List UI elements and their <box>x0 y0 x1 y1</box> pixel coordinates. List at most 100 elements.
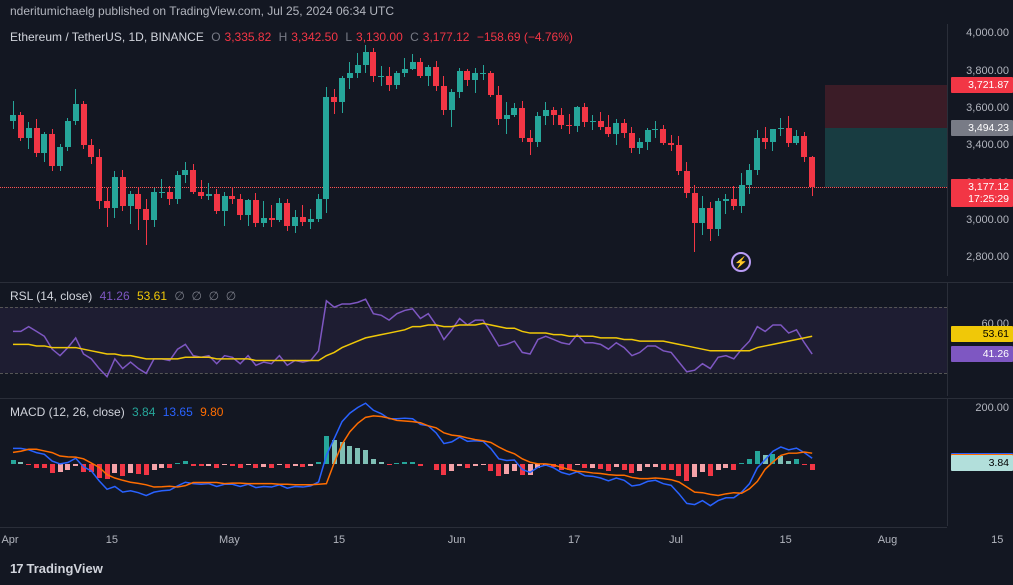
ohlc-low: 3,130.00 <box>356 30 403 44</box>
macd-hist-bar <box>528 464 533 474</box>
macd-hist-bar <box>371 459 376 465</box>
macd-hist-bar <box>653 464 658 466</box>
price-tick: 2,800.00 <box>966 251 1009 263</box>
macd-legend: MACD (12, 26, close) 3.84 13.65 9.80 <box>10 405 227 419</box>
macd-hist-bar <box>269 464 274 467</box>
price-tick: 3,800.00 <box>966 65 1009 77</box>
price-tick: 3,600.00 <box>966 102 1009 114</box>
macd-hist-bar <box>559 464 564 469</box>
macd-hist-bar <box>355 448 360 464</box>
main-legend: Ethereum / TetherUS, 1D, BINANCE O3,335.… <box>10 30 577 44</box>
macd-hist-bar <box>504 464 509 474</box>
rsi-pane[interactable]: RSL (14, close) 41.26 53.61 ∅ ∅ ∅ ∅ 60.0… <box>0 282 1013 396</box>
macd-hist-bar <box>575 464 580 465</box>
macd-hist-bar <box>700 464 705 472</box>
macd-hist-bar <box>105 464 110 479</box>
macd-hist-bar <box>786 461 791 464</box>
time-tick: 15 <box>333 534 345 546</box>
price-tag: 3,494.23 <box>951 120 1013 136</box>
macd-hist-bar <box>645 464 650 467</box>
macd-hist-bar <box>214 464 219 468</box>
macd-hist-bar <box>606 464 611 470</box>
lightning-icon[interactable]: ⚡ <box>731 252 751 272</box>
macd-hist-bar <box>567 464 572 469</box>
time-tick: May <box>219 534 240 546</box>
time-tick: Aug <box>878 534 898 546</box>
macd-hist-bar <box>89 464 94 472</box>
macd-hist-bar <box>629 464 634 473</box>
macd-body[interactable]: MACD (12, 26, close) 3.84 13.65 9.80 <box>0 399 947 526</box>
macd-hist-bar <box>387 464 392 465</box>
macd-hist-bar <box>293 464 298 466</box>
macd-hist-bar <box>622 464 627 469</box>
macd-line-val: 13.65 <box>163 405 193 419</box>
ohlc-high: 3,342.50 <box>291 30 338 44</box>
macd-hist-bar <box>230 464 235 465</box>
time-tick: 15 <box>106 534 118 546</box>
macd-hist-bar <box>65 464 70 470</box>
macd-hist-bar <box>332 440 337 464</box>
symbol-title: Ethereum / TetherUS, 1D, BINANCE <box>10 30 204 44</box>
price-tick: 3,400.00 <box>966 139 1009 151</box>
time-tick: Jul <box>669 534 683 546</box>
rsi-val-yellow: 53.61 <box>137 289 167 303</box>
macd-hist-bar <box>253 464 258 468</box>
macd-hist-bar <box>520 464 525 475</box>
rsi-axis[interactable]: 60.0053.6141.26 <box>947 283 1013 396</box>
macd-hist-bar <box>441 464 446 475</box>
macd-hist-bar <box>512 464 517 470</box>
macd-hist-bar <box>457 464 462 465</box>
red-zone <box>825 85 947 127</box>
macd-pane[interactable]: MACD (12, 26, close) 3.84 13.65 9.80 200… <box>0 398 1013 526</box>
main-chart-pane[interactable]: Ethereum / TetherUS, 1D, BINANCE O3,335.… <box>0 24 1013 276</box>
time-axis[interactable]: Apr15May15Jun17Jul15Aug15 <box>0 527 947 555</box>
macd-hist-bar <box>418 464 423 466</box>
macd-hist-bar <box>543 464 548 465</box>
macd-axis[interactable]: 200.0013.659.803.84 <box>947 399 1013 526</box>
macd-hist-bar <box>50 464 55 473</box>
main-chart-body[interactable]: Ethereum / TetherUS, 1D, BINANCE O3,335.… <box>0 24 947 276</box>
ohlc-open: 3,335.82 <box>225 30 272 44</box>
macd-hist-bar <box>81 464 86 472</box>
macd-hist-bar <box>669 464 674 470</box>
macd-hist-bar <box>183 461 188 464</box>
price-tag: 17:25:29 <box>951 191 1013 207</box>
macd-hist-bar <box>481 464 486 465</box>
time-tick: 15 <box>991 534 1003 546</box>
macd-hist-bar <box>175 463 180 464</box>
macd-hist-bar <box>770 454 775 465</box>
macd-hist-bar <box>434 464 439 469</box>
macd-hist-bar <box>739 463 744 464</box>
macd-hist-bar <box>449 464 454 471</box>
macd-hist-bar <box>58 464 63 472</box>
macd-hist-bar <box>34 464 39 467</box>
macd-hist-bar <box>747 459 752 464</box>
price-tag: 3,721.87 <box>951 77 1013 93</box>
macd-hist-bar <box>755 451 760 465</box>
macd-sig-val: 9.80 <box>200 405 223 419</box>
macd-hist-bar <box>97 464 102 478</box>
macd-hist-bar <box>684 464 689 480</box>
macd-hist-bar <box>794 459 799 464</box>
rsi-body[interactable]: RSL (14, close) 41.26 53.61 ∅ ∅ ∅ ∅ <box>0 283 947 396</box>
macd-hist-bar <box>582 464 587 468</box>
macd-hist-bar <box>763 455 768 465</box>
macd-hist-bar <box>261 464 266 467</box>
macd-hist-bar <box>810 464 815 469</box>
main-price-axis[interactable]: 4,000.003,800.003,600.003,400.003,200.00… <box>947 24 1013 276</box>
macd-hist-bar <box>473 464 478 465</box>
tradingview-logo: ⁠1⁠7TradingView <box>0 555 1013 585</box>
macd-hist-bar <box>152 464 157 469</box>
macd-hist-bar <box>614 464 619 467</box>
macd-hist-bar <box>598 464 603 469</box>
time-tick: 17 <box>568 534 580 546</box>
green-zone <box>825 128 947 187</box>
macd-hist-bar <box>363 450 368 464</box>
macd-hist-bar <box>347 446 352 465</box>
macd-hist-bar <box>590 464 595 467</box>
macd-hist-bar <box>42 464 47 467</box>
macd-hist-bar <box>637 464 642 470</box>
macd-hist-bar <box>708 464 713 475</box>
time-tick: 15 <box>780 534 792 546</box>
price-tick: 4,000.00 <box>966 27 1009 39</box>
